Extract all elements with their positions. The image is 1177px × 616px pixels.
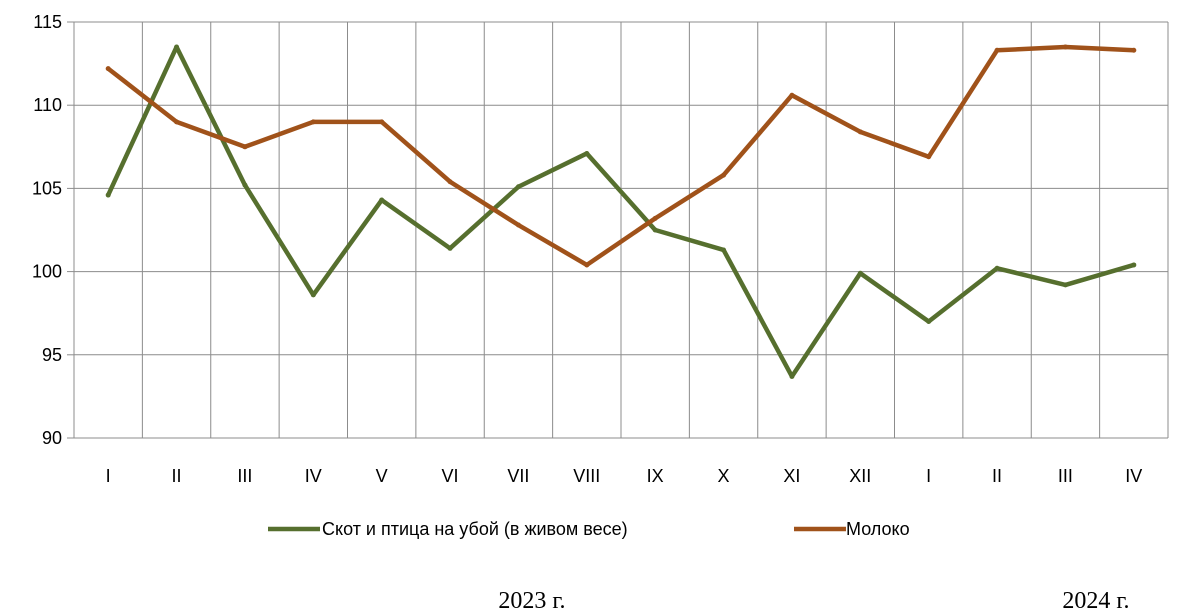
data-point [515,184,521,190]
y-tick-label: 105 [32,178,62,198]
data-point [379,197,385,203]
x-tick-label: II [992,466,1002,486]
data-point [857,129,863,135]
series-lines [105,44,1137,379]
x-tick-label: IV [305,466,322,486]
legend-label: Молоко [846,519,910,539]
x-tick-labels: I II III IV V VI VII VIII IX X XI XII I II III IV [106,466,1143,486]
legend: Скот и птица на убой (в живом весе) Молок… [268,519,910,539]
y-tick-labels: 90 95 100 105 110 115 [32,12,62,448]
y-tick-label: 95 [42,345,62,365]
x-tick-label: XII [849,466,871,486]
data-point [174,44,180,50]
data-point [652,227,658,233]
data-point [174,119,180,125]
data-point [242,144,248,150]
data-point [926,154,932,160]
data-point [721,247,727,253]
data-point [789,373,795,379]
y-tick-label: 115 [33,12,62,32]
x-tick-label: II [172,466,182,486]
data-point [584,150,590,156]
year-label: 2024 г. [1062,588,1129,614]
x-tick-label: IV [1125,466,1142,486]
legend-label: Скот и птица на убой (в живом весе) [322,519,628,539]
data-point [105,66,111,72]
data-point [584,262,590,268]
data-point [242,182,248,188]
data-point [857,270,863,276]
x-tick-label: VII [507,466,529,486]
x-tick-label: XI [783,466,800,486]
series-line-0 [105,44,1137,379]
grid [73,21,1169,439]
x-tick-label: I [926,466,931,486]
x-tick-label: III [237,466,252,486]
y-tick-label: 90 [42,428,62,448]
x-tick-label: I [106,466,111,486]
data-point [1062,44,1068,50]
data-point [447,245,453,251]
data-point [379,119,385,125]
series-line-1 [105,44,1137,268]
data-point [515,222,521,228]
data-point [926,319,932,325]
data-point [105,192,111,198]
data-point [310,292,316,298]
year-labels: 2023 г. 2024 г. [498,588,1129,614]
data-point [994,265,1000,271]
x-tick-label: III [1058,466,1073,486]
y-tick-label: 100 [32,262,62,282]
x-tick-label: VI [442,466,459,486]
data-point [994,47,1000,53]
axes [67,21,75,439]
data-point [1131,47,1137,53]
x-tick-label: IX [647,466,664,486]
data-point [789,92,795,98]
x-tick-label: V [376,466,388,486]
data-point [721,172,727,178]
x-tick-label: VIII [573,466,600,486]
data-point [310,119,316,125]
y-tick-label: 110 [33,95,62,115]
data-point [1062,282,1068,288]
year-label: 2023 г. [498,588,565,614]
x-tick-label: X [718,466,730,486]
data-point [447,179,453,185]
data-point [1131,262,1137,268]
data-point [652,215,658,221]
